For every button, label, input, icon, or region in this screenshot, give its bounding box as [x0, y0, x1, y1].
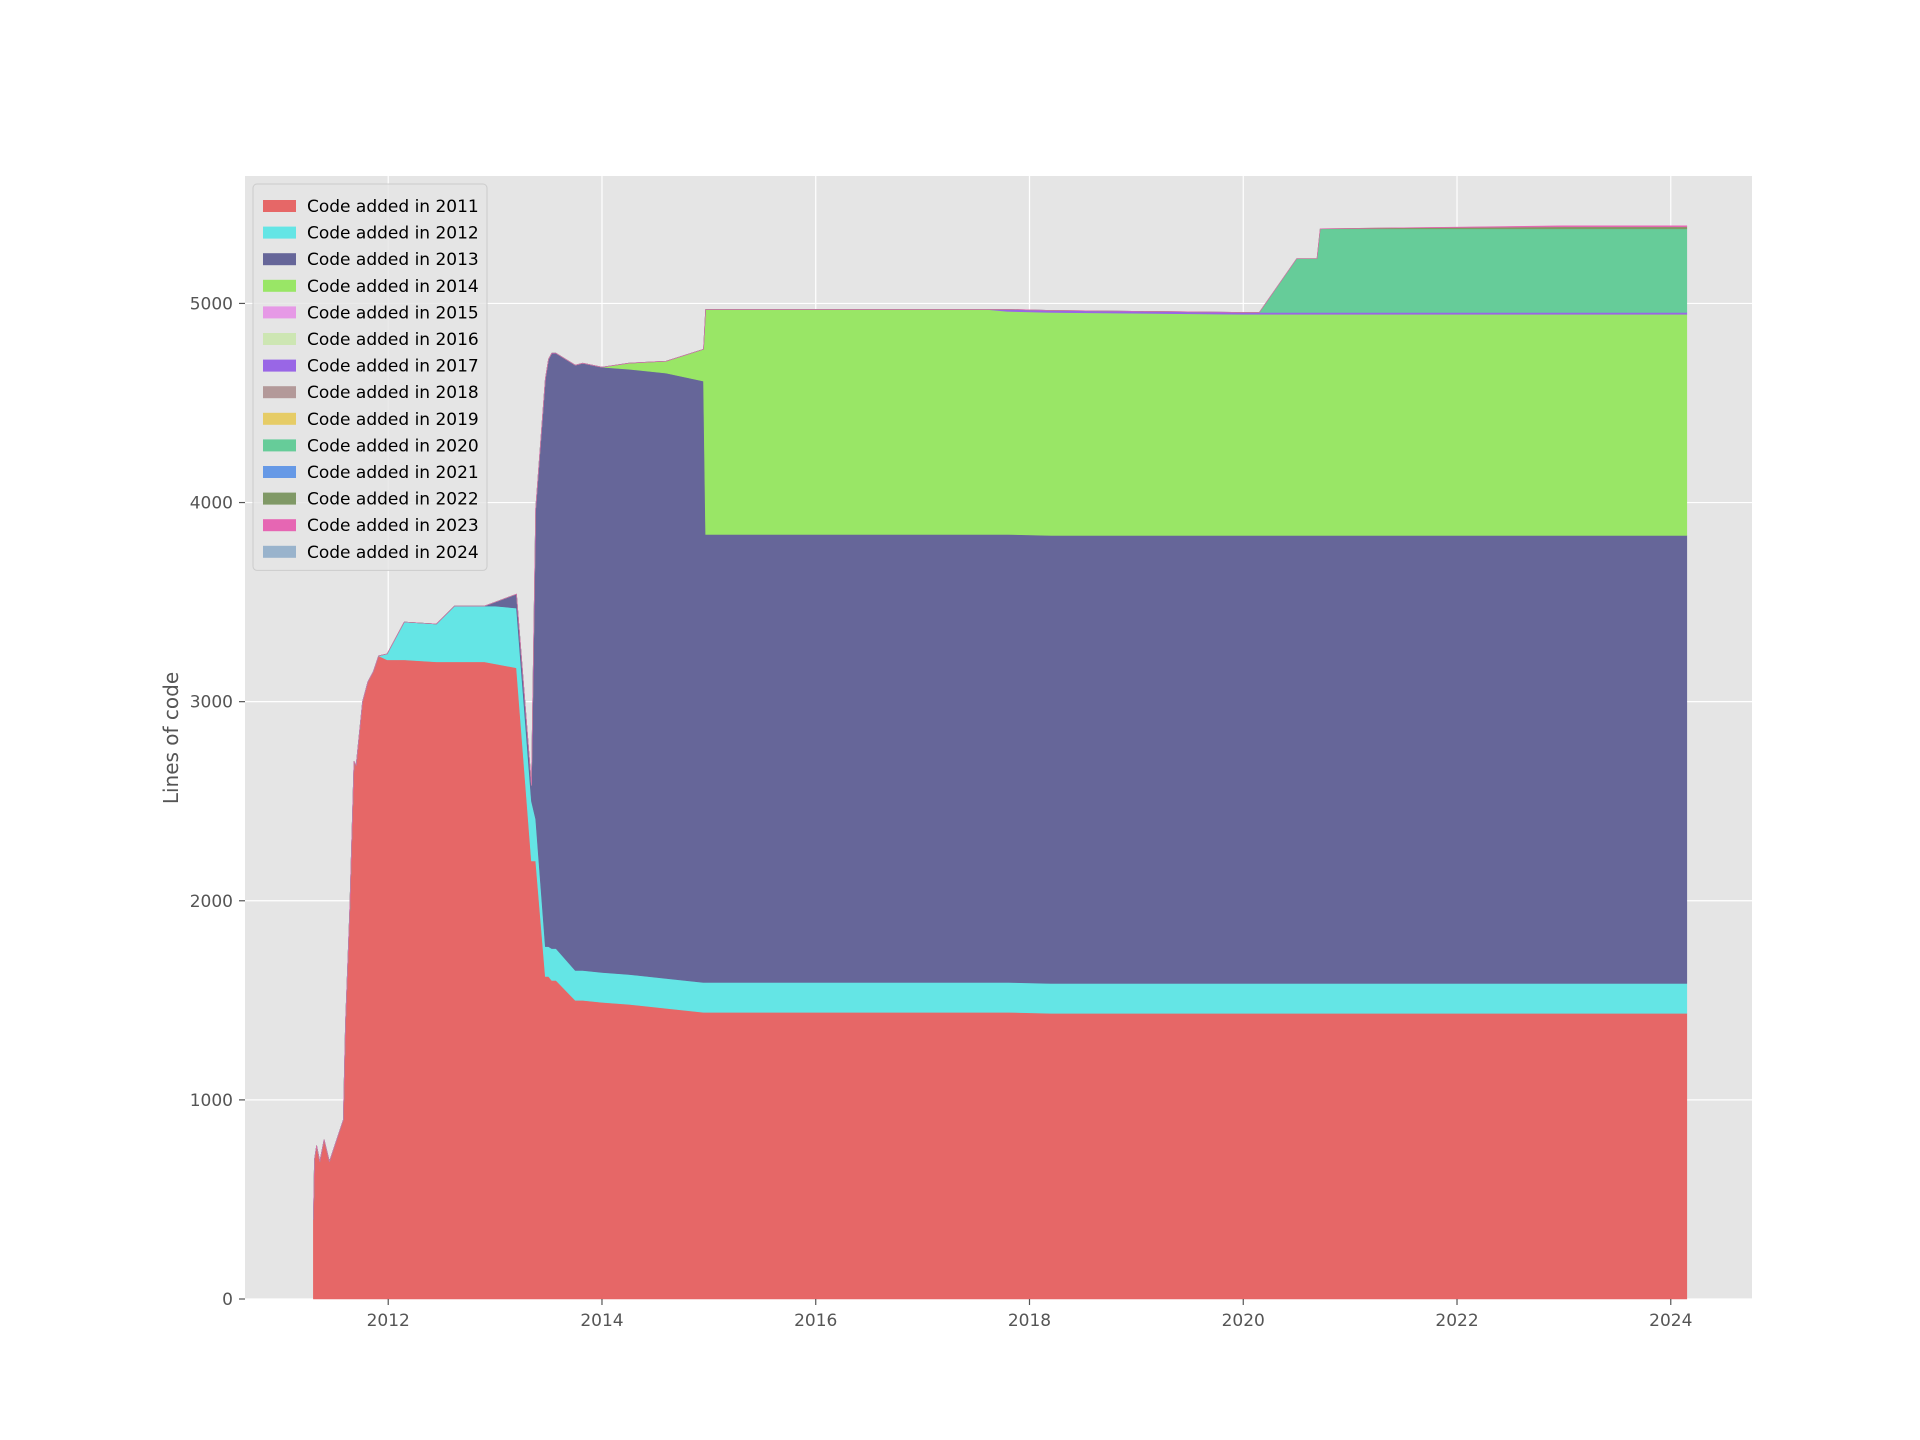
legend-swatch	[263, 306, 296, 319]
legend-label: Code added in 2013	[307, 250, 479, 270]
y-axis-ticks: 0 1000 2000 3000 4000 5000	[190, 294, 245, 1310]
x-tick-label: 2020	[1222, 1311, 1265, 1331]
legend-frame	[252, 183, 488, 571]
legend-swatch	[263, 333, 296, 345]
y-tick-label: 5000	[190, 294, 233, 314]
y-tick-label: 2000	[190, 892, 233, 912]
legend-label: Code added in 2011	[307, 197, 479, 217]
legend-swatch	[263, 279, 296, 292]
y-tick-label: 0	[222, 1290, 233, 1310]
legend-swatch	[263, 253, 296, 266]
legend-label: Code added in 2014	[307, 277, 479, 297]
x-axis-ticks: 2012 2014 2016 2018 2020 2022 2024	[367, 1299, 1692, 1331]
legend-swatch	[263, 466, 296, 478]
legend-label: Code added in 2023	[307, 516, 479, 536]
legend-label: Code added in 2024	[307, 543, 479, 563]
legend-label: Code added in 2015	[307, 303, 479, 323]
legend-label: Code added in 2019	[307, 410, 479, 430]
legend-label: Code added in 2020	[307, 436, 479, 456]
legend: Code added in 2011 Code added in 2012 Code…	[252, 183, 488, 571]
legend-swatch	[263, 386, 296, 399]
y-tick-label: 4000	[190, 494, 233, 514]
legend-label: Code added in 2017	[307, 357, 479, 377]
legend-label: Code added in 2022	[307, 490, 479, 510]
x-tick-label: 2014	[580, 1311, 623, 1331]
legend-swatch	[263, 439, 296, 452]
x-tick-label: 2022	[1435, 1311, 1478, 1331]
y-tick-label: 3000	[190, 693, 233, 713]
x-tick-label: 2016	[794, 1311, 837, 1331]
legend-label: Code added in 2021	[307, 463, 479, 483]
legend-swatch	[263, 545, 296, 558]
legend-label: Code added in 2018	[307, 383, 479, 403]
x-tick-label: 2012	[367, 1311, 410, 1331]
legend-swatch	[263, 519, 296, 532]
x-tick-label: 2024	[1649, 1311, 1692, 1331]
legend-swatch	[263, 412, 296, 425]
legend-swatch	[263, 226, 296, 239]
legend-label: Code added in 2012	[307, 224, 479, 244]
x-tick-label: 2018	[1008, 1311, 1051, 1331]
y-axis-title: Lines of code	[159, 672, 183, 804]
legend-label: Code added in 2016	[307, 330, 479, 350]
area-series-13	[313, 225, 1688, 1220]
y-tick-label: 1000	[190, 1091, 233, 1111]
area-layers	[313, 225, 1688, 1300]
legend-swatch	[263, 200, 296, 212]
legend-swatch	[263, 359, 296, 372]
legend-swatch	[263, 492, 296, 505]
